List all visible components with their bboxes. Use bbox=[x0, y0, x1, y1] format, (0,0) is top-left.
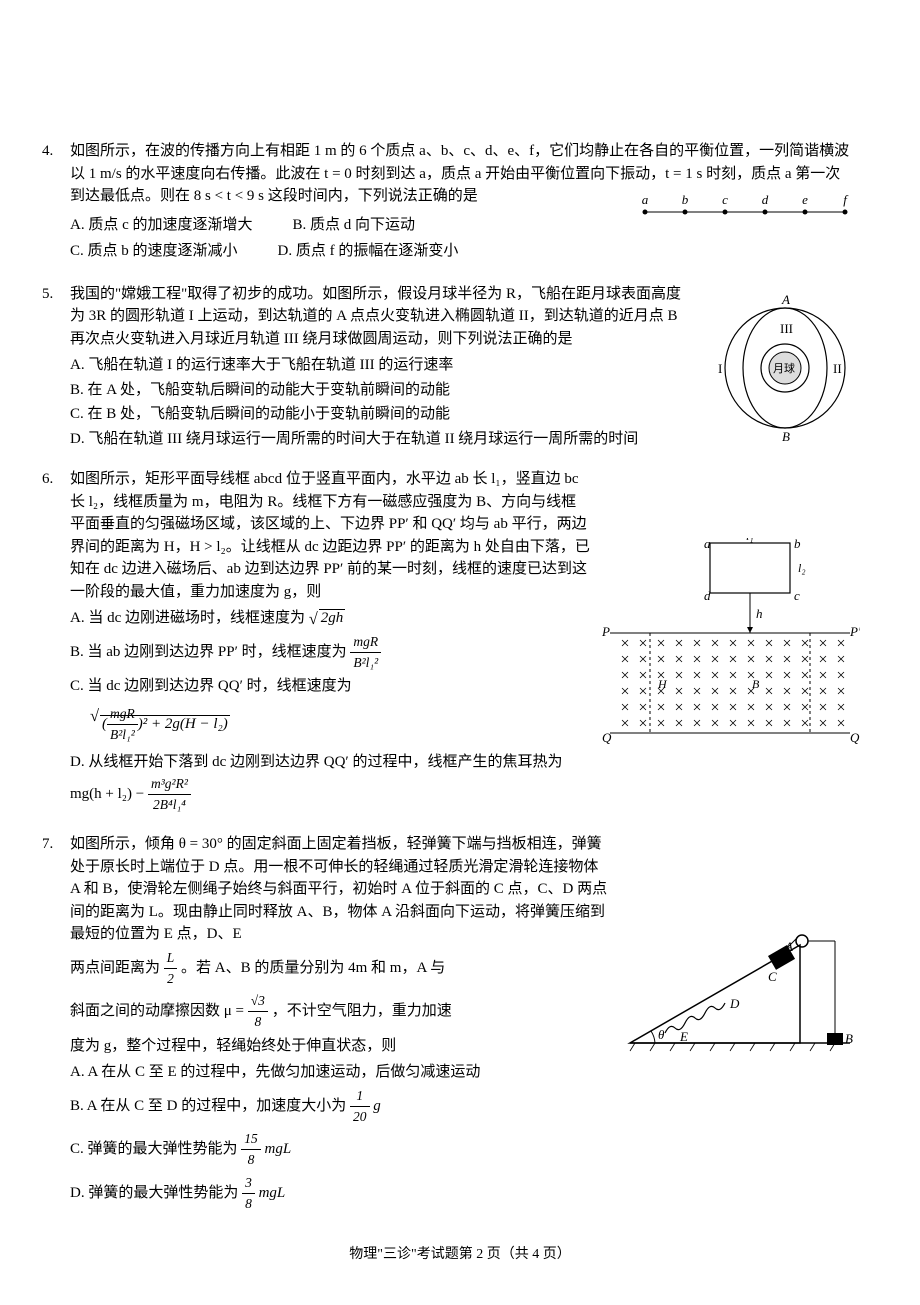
q7-optC: C. 弹簧的最大弹性势能为 15 8 mgL bbox=[70, 1129, 610, 1171]
lbl-l1: l₁ bbox=[746, 538, 754, 543]
q7-number: 7. bbox=[42, 833, 53, 856]
q7-optD: D. 弹簧的最大弹性势能为 3 8 mgL bbox=[70, 1173, 610, 1215]
q7-stem2: 两点间距离为 L 2 。若 A、B 的质量分别为 4m 和 m，A 与 bbox=[70, 948, 610, 990]
question-4: 4. 如图所示，在波的传播方向上有相距 1 m 的 6 个质点 a、b、c、d、… bbox=[70, 140, 850, 265]
q6-optB: B. 当 ab 边刚到达边界 PP′ 时，线框速度为 mgR B²l₁² bbox=[70, 632, 590, 674]
q7-optA: A. A 在从 C 至 E 的过程中，先做匀加速运动，后做匀减速运动 bbox=[70, 1061, 610, 1084]
lbl-d: d bbox=[704, 588, 711, 603]
lbl-B: B bbox=[782, 429, 790, 443]
q7-stem: 如图所示，倾角 θ = 30° 的固定斜面上固定着挡板，轻弹簧下端与挡板相连，弹… bbox=[70, 836, 607, 942]
q6-stem: 如图所示，矩形平面导线框 abcd 位于竖直平面内，水平边 ab 长 l₁，竖直… bbox=[70, 471, 590, 600]
pt-f: f bbox=[843, 192, 849, 207]
pt-e: e bbox=[802, 192, 808, 207]
lbl-III: III bbox=[780, 321, 793, 336]
q4-optC: C. 质点 b 的速度逐渐减小 bbox=[70, 240, 238, 263]
q4-optB: B. 质点 d 向下运动 bbox=[293, 214, 416, 237]
q5-optB: B. 在 A 处，飞船变轨后瞬间的动能大于变轨前瞬间的动能 bbox=[70, 379, 690, 402]
q4-number: 4. bbox=[42, 140, 53, 163]
lbl-C7: C bbox=[768, 969, 777, 984]
lbl-B7: B bbox=[845, 1031, 853, 1046]
question-5: 5. 我国的"嫦娥工程"取得了初步的成功。如图所示，假设月球半径为 R，飞船在距… bbox=[70, 283, 850, 451]
lbl-II: II bbox=[833, 361, 842, 376]
question-7: 7. 如图所示，倾角 θ = 30° 的固定斜面上固定着挡板，轻弹簧下端与挡板相… bbox=[70, 833, 850, 1214]
q5-figure: A B I II III 月球 bbox=[710, 293, 860, 443]
lbl-theta: θ bbox=[658, 1027, 665, 1042]
lbl-moon: 月球 bbox=[773, 361, 795, 375]
lbl-l2: l₂ bbox=[798, 561, 806, 575]
q6-optC: C. 当 dc 边刚到达边界 QQ′ 时，线框速度为 ( mgR B²l₁² )… bbox=[70, 675, 590, 745]
lbl-a: a bbox=[704, 538, 711, 551]
q5-number: 5. bbox=[42, 283, 53, 306]
q5-optC: C. 在 B 处，飞船变轨后瞬间的动能小于变轨前瞬间的动能 bbox=[70, 403, 690, 426]
pt-c: c bbox=[722, 192, 728, 207]
page-footer: 物理"三诊"考试题第 2 页（共 4 页） bbox=[70, 1244, 850, 1265]
lbl-h: h bbox=[756, 606, 763, 621]
q6-optD: D. 从线框开始下落到 dc 边刚到达边界 QQ′ 的过程中，线框产生的焦耳热为… bbox=[70, 751, 590, 815]
lbl-Qp: Q′ bbox=[850, 730, 860, 745]
pt-b: b bbox=[682, 192, 689, 207]
lbl-A: A bbox=[781, 293, 790, 307]
q4-optA: A. 质点 c 的加速度逐渐增大 bbox=[70, 214, 253, 237]
q6-number: 6. bbox=[42, 468, 53, 491]
lbl-A7: A bbox=[784, 939, 793, 954]
q5-optD: D. 飞船在轨道 III 绕月球运行一周所需的时间大于在轨道 II 绕月球运行一… bbox=[70, 428, 690, 451]
question-6: 6. 如图所示，矩形平面导线框 abcd 位于竖直平面内，水平边 ab 长 l₁… bbox=[70, 468, 850, 815]
lbl-D7: D bbox=[729, 996, 740, 1011]
lbl-Q: Q bbox=[602, 730, 612, 745]
q7-stem4: 度为 g，整个过程中，轻绳始终处于伸直状态，则 bbox=[70, 1035, 610, 1058]
lbl-Pp: P′ bbox=[849, 624, 860, 639]
q6-figure: a b c d l₁ l₂ h P P′ Q bbox=[600, 538, 860, 758]
q4-optD: D. 质点 f 的振幅在逐渐变小 bbox=[278, 240, 459, 263]
q7-stem3: 斜面之间的动摩擦因数 μ = √3 8 ，不计空气阻力，重力加速 bbox=[70, 991, 610, 1033]
q7-optB: B. A 在从 C 至 D 的过程中，加速度大小为 1 20 g bbox=[70, 1086, 610, 1128]
lbl-b: b bbox=[794, 538, 801, 551]
q6-optA: A. 当 dc 边刚进磁场时，线框速度为 2gh bbox=[70, 607, 590, 630]
lbl-c: c bbox=[794, 588, 800, 603]
pt-a: a bbox=[642, 192, 649, 207]
lbl-P: P bbox=[601, 624, 610, 639]
lbl-E7: E bbox=[679, 1029, 688, 1044]
q4-figure: a b c d e f bbox=[630, 192, 860, 222]
q7-figure: θ A B C D E bbox=[620, 913, 860, 1063]
pt-d: d bbox=[762, 192, 769, 207]
q5-optA: A. 飞船在轨道 I 的运行速率大于飞船在轨道 III 的运行速率 bbox=[70, 354, 690, 377]
lbl-I: I bbox=[718, 361, 722, 376]
q5-stem: 我国的"嫦娥工程"取得了初步的成功。如图所示，假设月球半径为 R，飞船在距月球表… bbox=[70, 286, 681, 347]
